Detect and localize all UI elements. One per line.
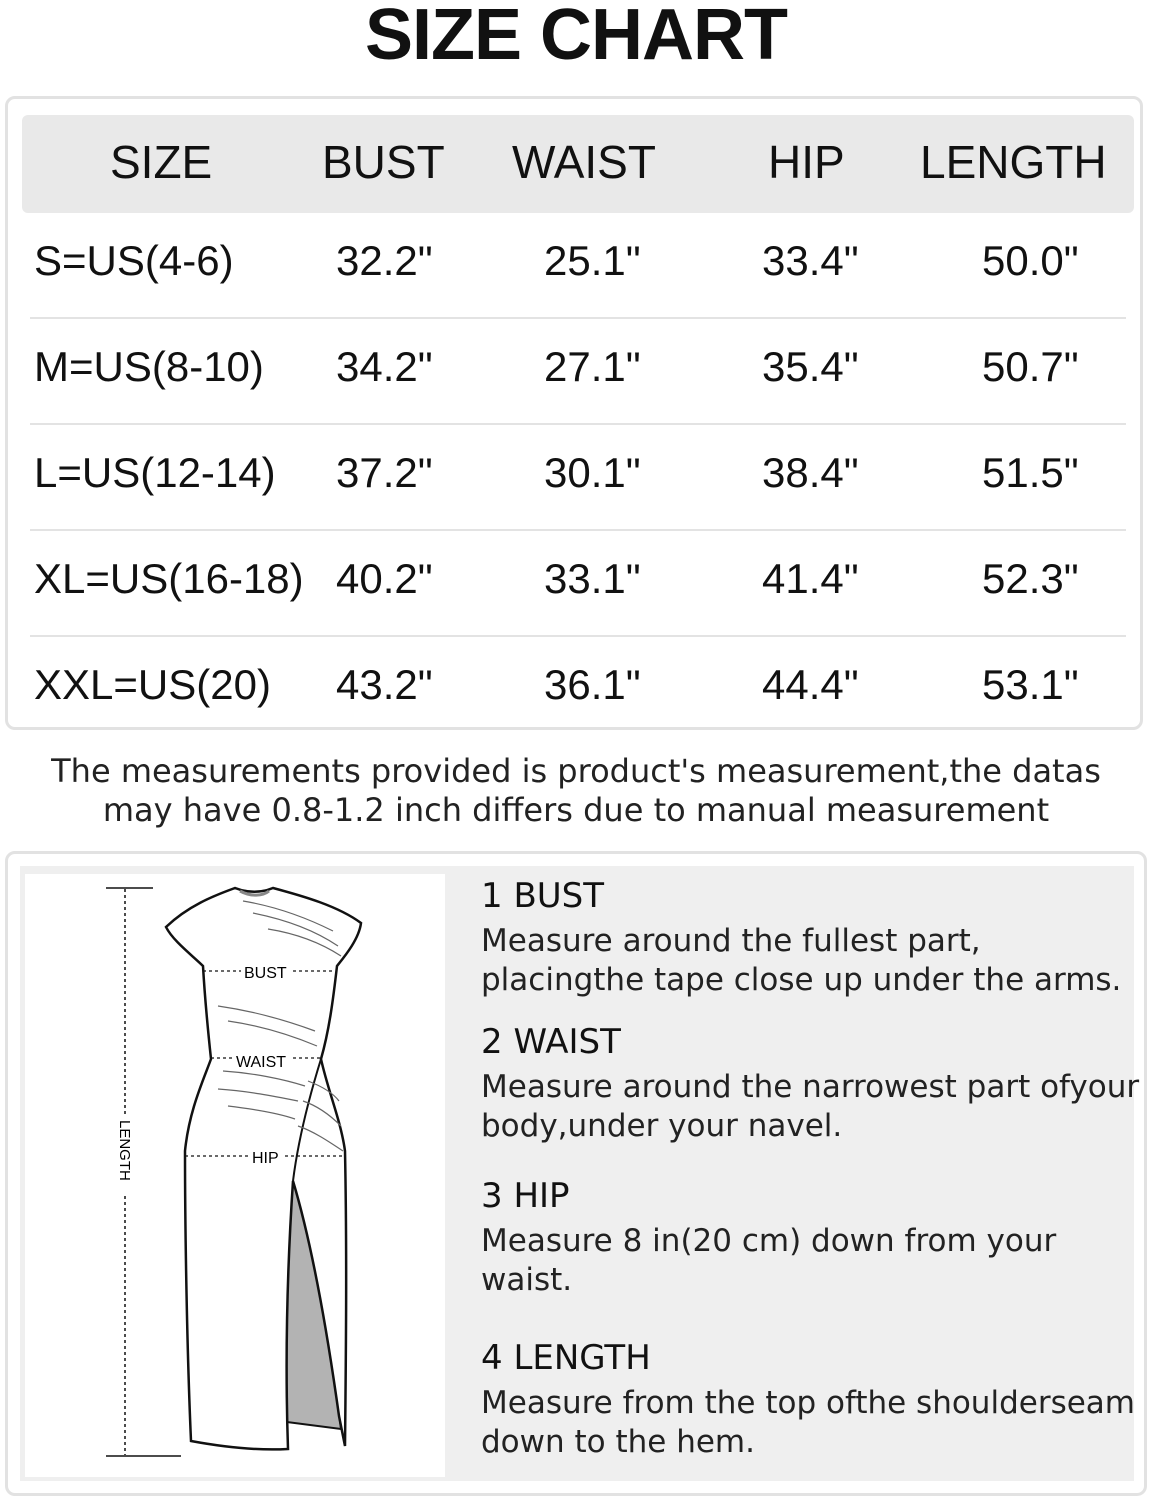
step-title: 4 LENGTH (481, 1338, 651, 1378)
hip-label: HIP (252, 1150, 279, 1167)
step-text: Measure 8 in(20 cm) down from your waist… (481, 1223, 1057, 1298)
cell-size: L=US(12-14) (34, 449, 276, 496)
step-length: 4 LENGTH Measure from the top ofthe shou… (481, 1338, 1141, 1462)
step-text: Measure around the fullest part, placing… (481, 923, 1122, 998)
table-row: M=US(8-10) 34.2" 27.1" 35.4" 50.7" (30, 319, 1126, 425)
cell-bust: 32.2" (336, 237, 433, 284)
step-title: 1 BUST (481, 876, 605, 916)
table-row: XXL=US(20) 43.2" 36.1" 44.4" 53.1" (30, 637, 1126, 741)
cell-size: XXL=US(20) (34, 661, 271, 708)
table-header: SIZE BUST WAIST HIP LENGTH (22, 115, 1134, 213)
cell-bust: 34.2" (336, 343, 433, 390)
measurement-note: The measurements provided is product's m… (0, 752, 1152, 830)
step-title: 2 WAIST (481, 1022, 621, 1062)
header-waist: WAIST (512, 136, 656, 188)
cell-length: 51.5" (982, 449, 1079, 496)
header-length: LENGTH (920, 136, 1107, 188)
cell-size: M=US(8-10) (34, 343, 264, 390)
header-bust: BUST (322, 136, 445, 188)
cell-size: XL=US(16-18) (34, 555, 304, 602)
cell-hip: 33.4" (762, 237, 859, 284)
note-line-2: may have 0.8-1.2 inch differs due to man… (102, 791, 1050, 829)
cell-size: S=US(4-6) (34, 237, 234, 284)
measure-guide: BUST WAIST HIP LENGTH 1 BUST Measure aro… (5, 851, 1147, 1496)
cell-waist: 27.1" (544, 343, 641, 390)
cell-bust: 43.2" (336, 661, 433, 708)
table-row: XL=US(16-18) 40.2" 33.1" 41.4" 52.3" (30, 531, 1126, 637)
table-row: S=US(4-6) 32.2" 25.1" 33.4" 50.0" (30, 213, 1126, 319)
bust-label: BUST (244, 965, 287, 982)
dress-icon: BUST WAIST HIP LENGTH (106, 886, 363, 1457)
cell-hip: 38.4" (762, 449, 859, 496)
size-table: SIZE BUST WAIST HIP LENGTH S=US(4-6) 32.2… (5, 96, 1143, 730)
cell-hip: 41.4" (762, 555, 859, 602)
step-bust: 1 BUST Measure around the fullest part, … (481, 876, 1141, 1000)
cell-bust: 37.2" (336, 449, 433, 496)
cell-length: 50.0" (982, 237, 1079, 284)
length-label: LENGTH (116, 1120, 133, 1181)
cell-waist: 36.1" (544, 661, 641, 708)
cell-length: 52.3" (982, 555, 1079, 602)
step-text: Measure around the narrowest part ofyour… (481, 1069, 1140, 1144)
step-title: 3 HIP (481, 1176, 570, 1216)
step-waist: 2 WAIST Measure around the narrowest par… (481, 1022, 1141, 1146)
cell-waist: 33.1" (544, 555, 641, 602)
cell-length: 53.1" (982, 661, 1079, 708)
step-hip: 3 HIP Measure 8 in(20 cm) down from your… (481, 1176, 1081, 1300)
page-title: SIZE CHART (365, 0, 788, 75)
waist-label: WAIST (236, 1054, 286, 1071)
cell-waist: 25.1" (544, 237, 641, 284)
cell-length: 50.7" (982, 343, 1079, 390)
cell-waist: 30.1" (544, 449, 641, 496)
table-row: L=US(12-14) 37.2" 30.1" 38.4" 51.5" (30, 425, 1126, 531)
note-line-1: The measurements provided is product's m… (51, 752, 1101, 790)
header-size: SIZE (110, 136, 213, 188)
dress-diagram: BUST WAIST HIP LENGTH (25, 874, 445, 1477)
cell-bust: 40.2" (336, 555, 433, 602)
step-text: Measure from the top ofthe shoulderseam … (481, 1385, 1135, 1460)
header-hip: HIP (768, 136, 845, 188)
cell-hip: 44.4" (762, 661, 859, 708)
cell-hip: 35.4" (762, 343, 859, 390)
